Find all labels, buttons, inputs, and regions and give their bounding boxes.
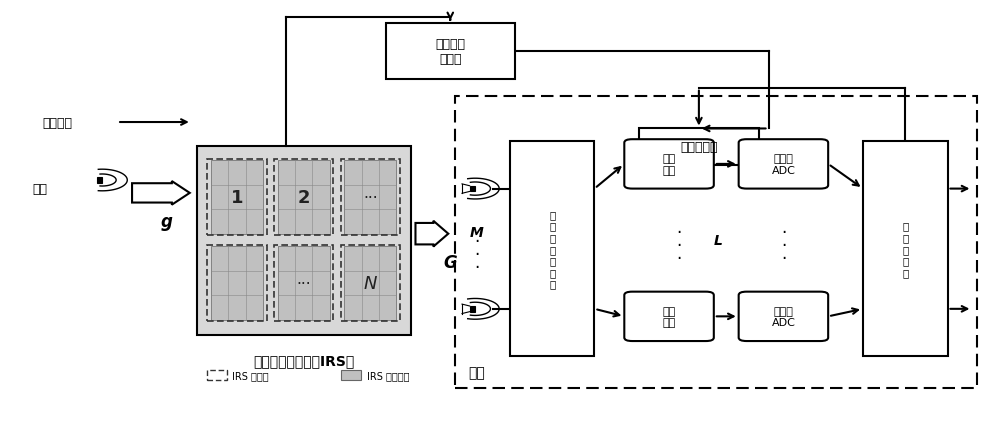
Text: 数
字
估
计
器: 数 字 估 计 器 <box>902 221 908 277</box>
Text: 用户: 用户 <box>33 183 48 196</box>
Bar <box>639 129 759 166</box>
Text: .: . <box>475 253 480 271</box>
Text: 划分子阵面: 划分子阵面 <box>680 141 718 154</box>
Bar <box>386 24 515 80</box>
FancyBboxPatch shape <box>739 292 828 341</box>
Text: IRS 反射单元: IRS 反射单元 <box>367 370 409 380</box>
Text: 低精度
ADC: 低精度 ADC <box>771 306 795 327</box>
Text: M: M <box>470 225 484 239</box>
Text: 射频
链路: 射频 链路 <box>662 306 676 327</box>
Bar <box>470 186 475 192</box>
Text: 相位初始
化配置: 相位初始 化配置 <box>435 38 465 66</box>
Text: .: . <box>676 219 682 237</box>
FancyBboxPatch shape <box>624 140 714 189</box>
Text: .: . <box>781 244 786 263</box>
Bar <box>211 247 263 320</box>
Bar <box>863 142 948 356</box>
Text: .: . <box>781 232 786 250</box>
Text: 低精度
ADC: 低精度 ADC <box>771 154 795 175</box>
Text: G: G <box>443 253 457 271</box>
Text: g: g <box>161 212 173 230</box>
Text: 2: 2 <box>297 189 310 207</box>
Bar <box>341 160 400 236</box>
Bar <box>341 245 400 322</box>
Bar <box>207 370 227 380</box>
Text: .: . <box>676 232 682 250</box>
Bar <box>207 245 267 322</box>
Text: 大规模反射阵面（IRS）: 大规模反射阵面（IRS） <box>253 354 354 368</box>
Bar <box>197 146 411 335</box>
Bar <box>510 142 594 356</box>
Text: 导频符号: 导频符号 <box>43 116 73 129</box>
Bar <box>278 247 330 320</box>
Bar <box>344 247 396 320</box>
FancyBboxPatch shape <box>624 292 714 341</box>
Bar <box>207 160 267 236</box>
Bar <box>274 160 333 236</box>
Text: 1: 1 <box>231 189 243 207</box>
FancyBboxPatch shape <box>739 140 828 189</box>
Bar <box>470 306 475 312</box>
Bar <box>211 161 263 234</box>
Text: L: L <box>714 233 723 247</box>
Text: .: . <box>676 244 682 263</box>
Text: ···: ··· <box>363 190 378 205</box>
FancyArrow shape <box>415 221 448 247</box>
Text: .: . <box>781 219 786 237</box>
Text: N: N <box>363 274 377 293</box>
Text: 模
拟
接
收
合
并
器: 模 拟 接 收 合 并 器 <box>549 210 555 289</box>
Text: IRS 子阵面: IRS 子阵面 <box>232 370 269 380</box>
Text: .: . <box>475 240 480 258</box>
Text: 基站: 基站 <box>468 366 485 380</box>
FancyArrow shape <box>132 182 190 205</box>
Bar <box>97 178 102 183</box>
Text: 射频
链路: 射频 链路 <box>662 154 676 175</box>
Text: .: . <box>475 227 480 245</box>
Text: ···: ··· <box>296 276 311 291</box>
Bar <box>341 370 361 380</box>
Bar <box>344 161 396 234</box>
Bar <box>274 245 333 322</box>
Bar <box>278 161 330 234</box>
Bar <box>455 97 977 388</box>
